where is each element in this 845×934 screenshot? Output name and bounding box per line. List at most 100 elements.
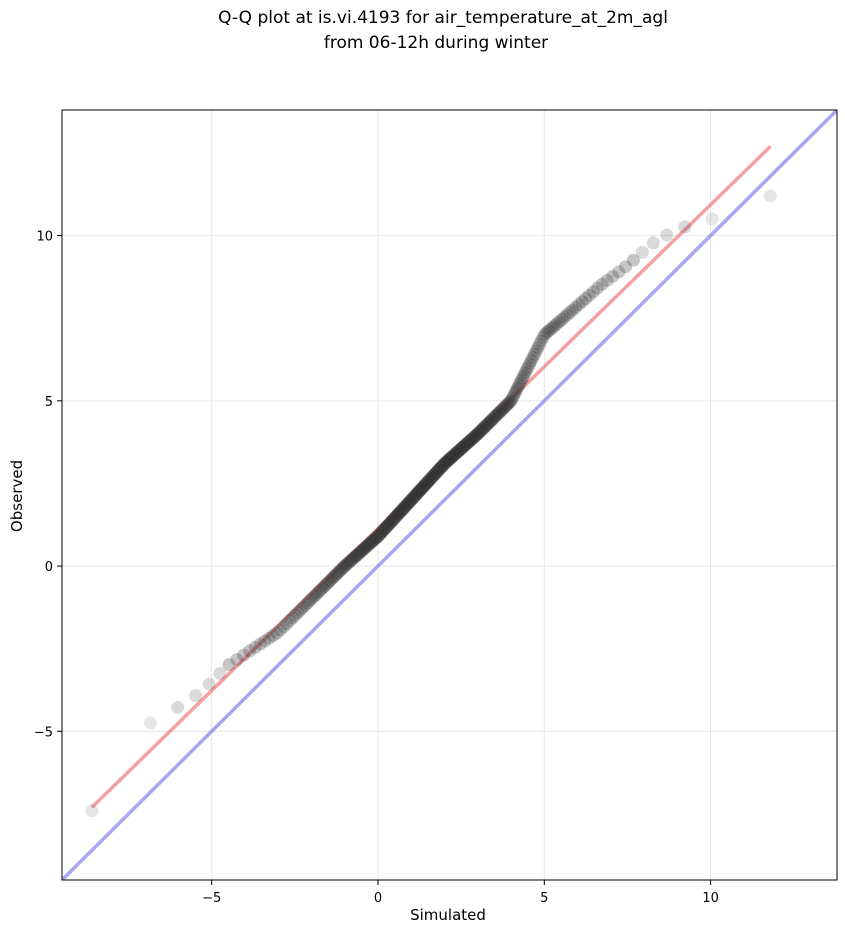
- data-point: [454, 442, 468, 456]
- data-point: [459, 437, 473, 451]
- data-point: [266, 629, 280, 643]
- data-point: [399, 498, 413, 512]
- data-point: [517, 368, 531, 382]
- data-point: [469, 429, 483, 443]
- data-point: [397, 501, 411, 515]
- data-point: [381, 519, 395, 533]
- data-point: [384, 515, 398, 529]
- data-point: [472, 426, 486, 440]
- data-point: [521, 360, 535, 374]
- data-point: [452, 444, 466, 458]
- data-point: [371, 529, 385, 543]
- data-point: [348, 550, 362, 564]
- data-point: [389, 510, 403, 524]
- data-point: [171, 701, 185, 715]
- data-point: [544, 322, 558, 336]
- data-point: [499, 398, 513, 412]
- data-point: [364, 536, 378, 550]
- data-point: [277, 620, 291, 634]
- data-point: [253, 637, 267, 651]
- data-point: [342, 555, 356, 569]
- data-point: [477, 421, 491, 435]
- data-point: [311, 586, 325, 600]
- data-point: [372, 528, 386, 542]
- data-point: [408, 489, 422, 503]
- data-point: [405, 493, 419, 507]
- data-point: [337, 560, 351, 574]
- data-point: [296, 601, 310, 615]
- data-point: [553, 314, 567, 328]
- data-point: [461, 436, 475, 450]
- data-point: [387, 512, 401, 526]
- data-point: [333, 564, 347, 578]
- data-point: [385, 514, 399, 528]
- data-point: [346, 552, 360, 566]
- data-point: [375, 524, 389, 538]
- data-point: [363, 537, 377, 551]
- x-tick-label: 5: [540, 891, 548, 906]
- data-point: [374, 526, 388, 540]
- data-point: [258, 634, 272, 648]
- data-point: [449, 446, 463, 460]
- data-point: [503, 395, 517, 409]
- data-point: [357, 542, 371, 556]
- data-point: [213, 666, 227, 680]
- data-point: [248, 640, 262, 654]
- data-point: [435, 459, 449, 473]
- data-point: [493, 405, 507, 419]
- data-point: [660, 228, 674, 242]
- data-point: [393, 505, 407, 519]
- chart-title-line-2: from 06-12h during winter: [324, 33, 548, 53]
- data-point: [487, 411, 501, 425]
- data-point: [450, 446, 464, 460]
- data-point: [419, 477, 433, 491]
- data-point: [349, 549, 363, 563]
- data-point: [347, 551, 361, 565]
- data-point: [534, 334, 548, 348]
- data-point: [410, 487, 424, 501]
- data-point: [338, 559, 352, 573]
- data-point: [403, 494, 417, 508]
- x-tick-label: 0: [374, 891, 382, 906]
- data-point: [378, 522, 392, 536]
- data-point: [489, 409, 503, 423]
- data-point: [286, 611, 300, 625]
- data-point: [415, 482, 429, 496]
- data-point: [305, 592, 319, 606]
- data-point: [586, 285, 600, 299]
- data-point: [369, 531, 383, 545]
- data-point: [262, 631, 276, 645]
- data-point: [437, 458, 451, 472]
- data-point: [280, 617, 294, 631]
- data-point: [438, 456, 452, 470]
- data-point: [85, 804, 99, 818]
- data-point: [480, 418, 494, 432]
- fit-line: [90, 145, 772, 809]
- data-point: [490, 408, 504, 422]
- data-point: [391, 507, 405, 521]
- data-point: [354, 544, 368, 558]
- data-point: [494, 404, 508, 418]
- data-point: [513, 376, 527, 390]
- data-point: [356, 543, 370, 557]
- identity-line-group: [62, 110, 837, 880]
- data-point: [420, 475, 434, 489]
- data-point: [635, 245, 649, 259]
- data-point: [505, 391, 519, 405]
- data-point: [389, 509, 403, 523]
- data-point: [461, 435, 475, 449]
- y-tick-label: 0: [45, 560, 53, 575]
- data-point: [563, 306, 577, 320]
- x-tick-label: −5: [202, 891, 221, 906]
- data-point: [319, 577, 333, 591]
- data-point: [385, 514, 399, 528]
- data-point: [470, 428, 484, 442]
- data-point: [550, 316, 564, 330]
- data-point: [506, 389, 520, 403]
- data-point: [291, 606, 305, 620]
- data-point: [307, 590, 321, 604]
- data-point: [529, 344, 543, 358]
- data-point: [491, 407, 505, 421]
- data-point: [542, 324, 556, 338]
- data-point: [189, 689, 203, 703]
